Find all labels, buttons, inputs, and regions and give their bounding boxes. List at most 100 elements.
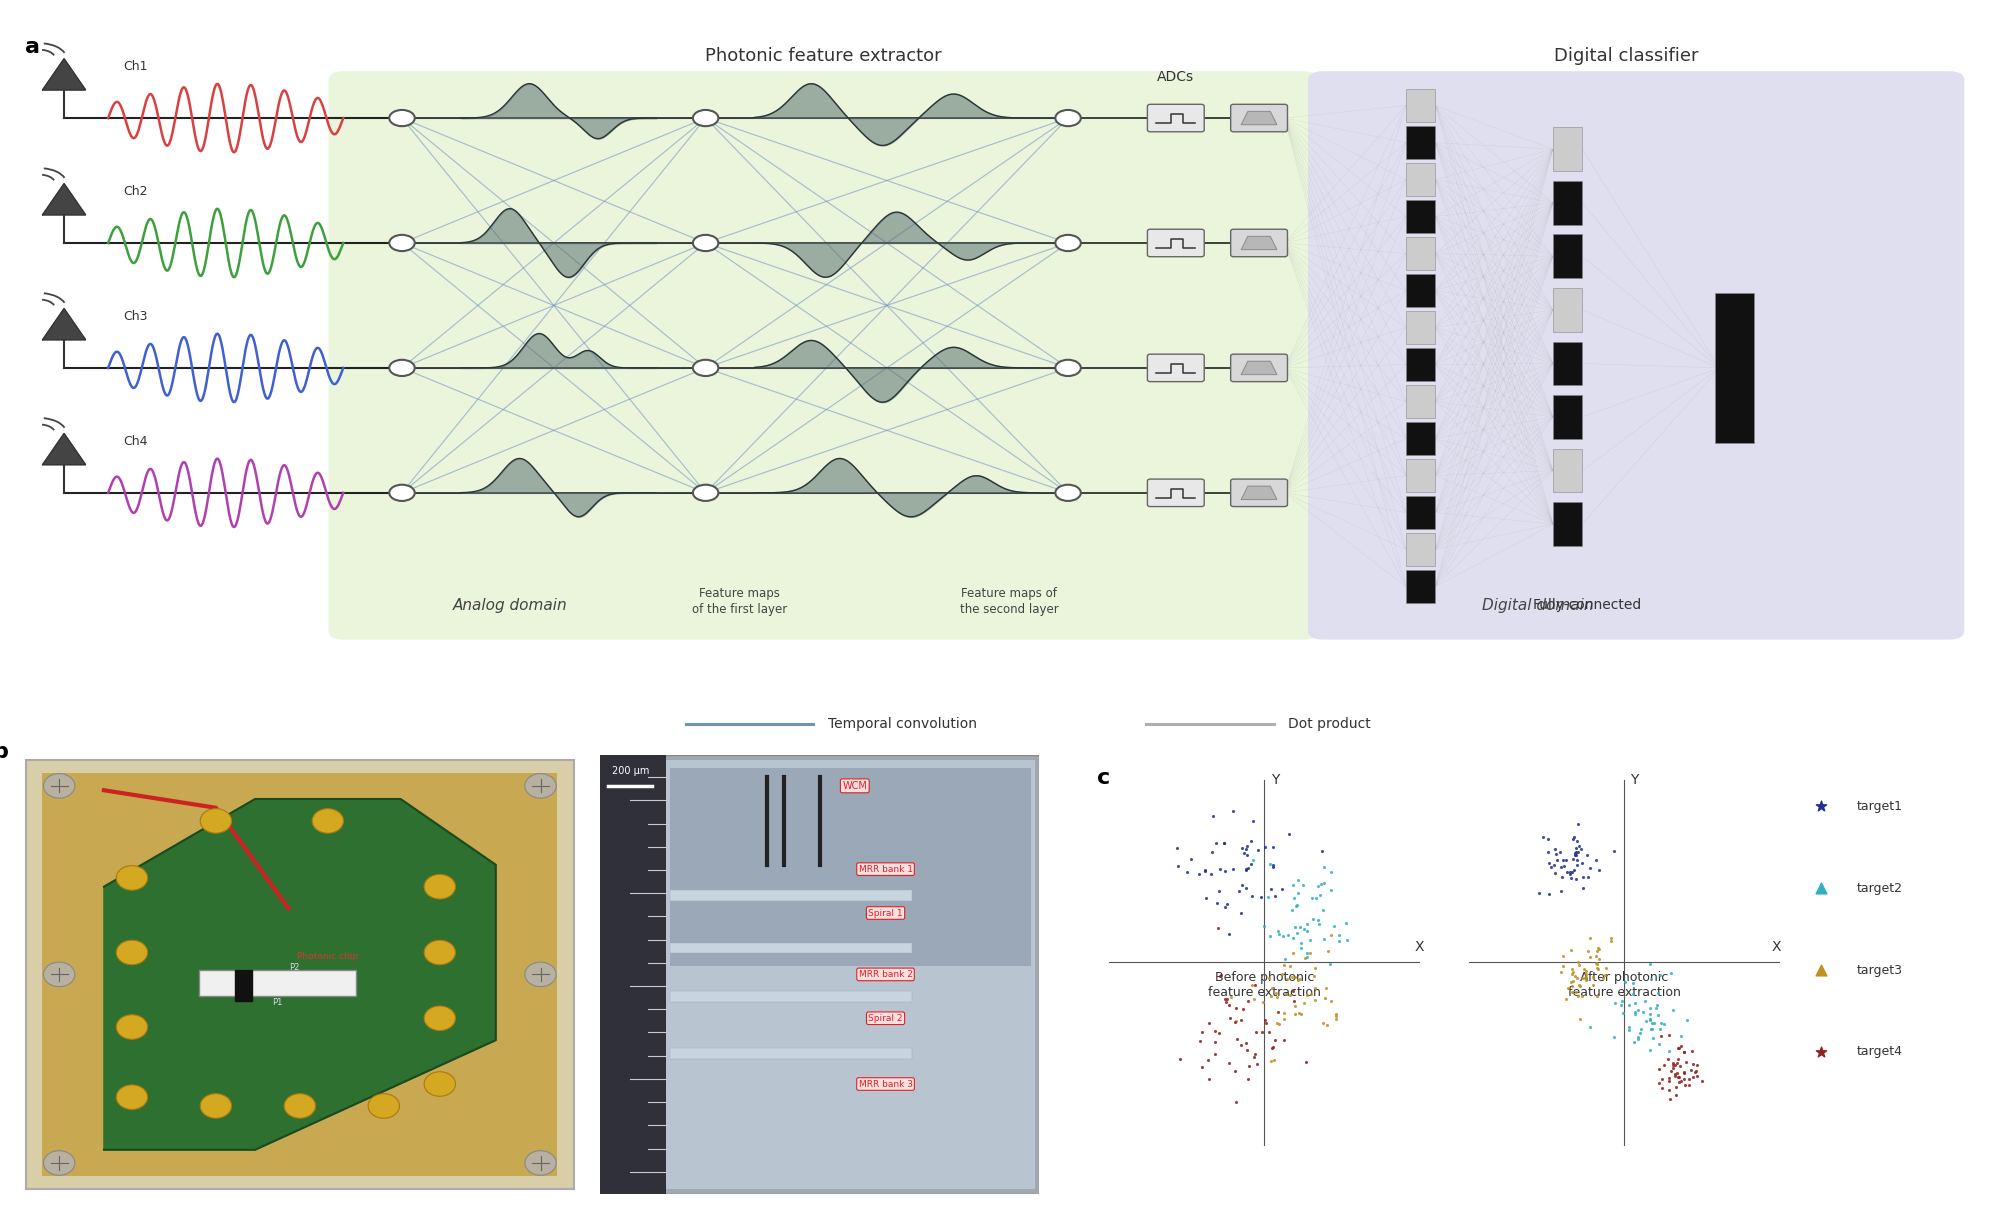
FancyBboxPatch shape (1147, 354, 1203, 381)
Point (1285, 1004, 1317, 1023)
Polygon shape (1241, 362, 1277, 375)
Point (1303, 885, 1335, 905)
Point (1299, 957, 1331, 977)
Point (1285, 933, 1317, 952)
Point (1658, 1055, 1690, 1074)
Point (1804, 960, 1836, 979)
FancyBboxPatch shape (665, 760, 1035, 1189)
Point (1578, 850, 1610, 870)
Circle shape (1055, 359, 1081, 376)
Point (1231, 1069, 1263, 1089)
Text: P2: P2 (288, 963, 300, 972)
Point (1668, 1043, 1700, 1062)
Text: Ch1: Ch1 (122, 61, 148, 73)
Point (1634, 1019, 1666, 1039)
Point (1656, 1058, 1688, 1078)
Point (1193, 1013, 1225, 1033)
Polygon shape (1241, 111, 1277, 124)
Point (1277, 888, 1309, 907)
Point (1189, 888, 1221, 907)
Point (1632, 998, 1664, 1017)
Polygon shape (104, 799, 496, 1150)
Point (1291, 915, 1323, 934)
Point (1219, 1093, 1251, 1112)
Point (1556, 829, 1588, 849)
Point (1295, 888, 1327, 907)
Point (1161, 839, 1193, 859)
Point (1550, 978, 1582, 998)
Point (1211, 894, 1243, 914)
Point (1544, 881, 1576, 900)
Point (1606, 1002, 1638, 1022)
Point (1273, 985, 1305, 1005)
Point (1223, 881, 1255, 900)
Point (1612, 1021, 1644, 1040)
Point (1558, 845, 1590, 865)
Polygon shape (236, 970, 252, 1001)
Point (1189, 861, 1221, 881)
Point (1530, 843, 1562, 862)
X-axis label: Before photonic
feature extraction: Before photonic feature extraction (1207, 971, 1321, 999)
Point (1307, 857, 1339, 877)
Point (1526, 827, 1558, 847)
Point (1544, 962, 1576, 982)
Text: Y: Y (1630, 773, 1638, 787)
Text: Digital domain: Digital domain (1483, 598, 1592, 613)
FancyBboxPatch shape (1231, 105, 1287, 132)
Point (1203, 1023, 1235, 1043)
Point (1247, 916, 1279, 935)
Bar (1405, 274, 1435, 307)
Point (1616, 973, 1648, 993)
Point (1279, 917, 1311, 937)
Text: Dot product: Dot product (1289, 717, 1371, 731)
FancyBboxPatch shape (26, 760, 573, 1189)
Point (1285, 938, 1317, 957)
Bar (669, 943, 911, 954)
Point (1251, 888, 1283, 907)
Point (1674, 1060, 1706, 1079)
Point (1668, 1068, 1700, 1088)
Point (1582, 939, 1614, 959)
Point (1570, 970, 1602, 989)
Point (1574, 928, 1606, 948)
Circle shape (390, 235, 414, 251)
Text: 200 μm: 200 μm (611, 765, 649, 776)
Point (1580, 960, 1612, 979)
Point (1281, 923, 1313, 943)
Text: Feature maps
of the first layer: Feature maps of the first layer (691, 587, 787, 615)
Point (1201, 893, 1233, 912)
Point (1315, 991, 1347, 1011)
Bar (1405, 459, 1435, 492)
Point (1253, 968, 1285, 988)
Point (1576, 967, 1608, 987)
Polygon shape (42, 308, 86, 340)
Point (1636, 1028, 1668, 1047)
Bar (1405, 496, 1435, 529)
Circle shape (200, 1094, 232, 1118)
Point (1546, 850, 1578, 870)
Point (1578, 946, 1610, 966)
Point (1556, 962, 1588, 982)
Point (1568, 959, 1600, 978)
Point (1257, 1038, 1289, 1057)
Point (1279, 896, 1311, 916)
Point (1281, 895, 1313, 915)
Text: Photonic feature extractor: Photonic feature extractor (705, 46, 941, 65)
Point (1229, 1033, 1261, 1052)
Polygon shape (42, 184, 86, 214)
Point (1580, 955, 1612, 974)
Text: X: X (1770, 940, 1780, 954)
Text: Temporal convolution: Temporal convolution (827, 717, 977, 731)
Point (1618, 1005, 1650, 1024)
Point (1315, 881, 1347, 900)
Point (1622, 1029, 1654, 1049)
Point (1564, 968, 1596, 988)
Point (1199, 833, 1231, 853)
Point (1668, 1063, 1700, 1083)
Point (1311, 1016, 1343, 1035)
Point (1598, 842, 1630, 861)
Point (1279, 1004, 1311, 1023)
Point (1558, 983, 1590, 1002)
Point (1309, 978, 1341, 998)
Point (1283, 917, 1315, 937)
